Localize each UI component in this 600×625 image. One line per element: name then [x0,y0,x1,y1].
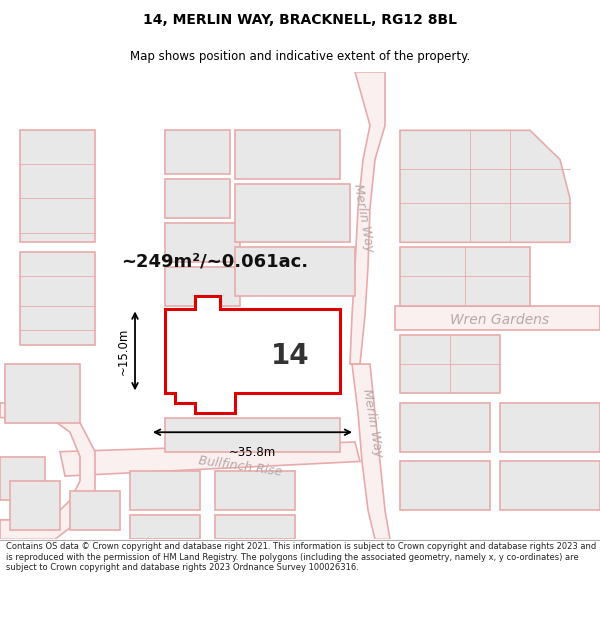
Polygon shape [500,461,600,510]
Text: Merlin Way: Merlin Way [359,388,385,458]
Polygon shape [400,130,570,242]
Polygon shape [350,72,385,364]
Text: 14, MERLIN WAY, BRACKNELL, RG12 8BL: 14, MERLIN WAY, BRACKNELL, RG12 8BL [143,13,457,27]
Polygon shape [235,247,355,296]
Text: Map shows position and indicative extent of the property.: Map shows position and indicative extent… [130,49,470,62]
Polygon shape [0,457,45,501]
Text: Wren Gardens: Wren Gardens [451,313,550,328]
Text: Merlin Way: Merlin Way [350,182,376,253]
Polygon shape [235,184,350,242]
Polygon shape [0,403,95,539]
Polygon shape [5,364,80,423]
Polygon shape [165,296,340,412]
Polygon shape [165,267,240,306]
Text: Contains OS data © Crown copyright and database right 2021. This information is : Contains OS data © Crown copyright and d… [6,542,596,572]
Polygon shape [165,179,230,218]
Polygon shape [165,418,340,452]
Polygon shape [130,515,200,539]
Polygon shape [215,515,295,539]
Polygon shape [400,247,530,306]
Polygon shape [352,364,390,539]
Polygon shape [165,130,230,174]
Polygon shape [20,252,95,344]
Polygon shape [70,491,120,529]
Text: ~249m²/~0.061ac.: ~249m²/~0.061ac. [121,253,308,271]
Polygon shape [165,223,240,262]
Polygon shape [400,335,500,393]
Text: 14: 14 [271,342,310,370]
Polygon shape [500,403,600,452]
Polygon shape [60,442,360,476]
Polygon shape [10,481,60,529]
Text: Bullfinch Rise: Bullfinch Rise [197,454,283,479]
Polygon shape [215,471,295,510]
Polygon shape [395,306,600,330]
Polygon shape [130,471,200,510]
Text: ~15.0m: ~15.0m [117,328,130,374]
Polygon shape [400,461,490,510]
Text: ~35.8m: ~35.8m [229,446,276,459]
Polygon shape [20,130,95,242]
Polygon shape [400,403,490,452]
Polygon shape [235,130,340,179]
